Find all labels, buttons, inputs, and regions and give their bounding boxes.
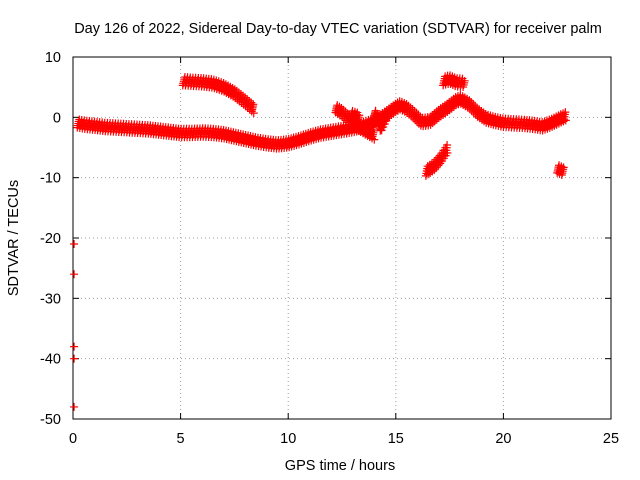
data-point [404,101,413,110]
y-tick-labels: 10 0 -10 -20 -30 -40 -50 [40,50,61,428]
y-tick-label: -40 [40,352,61,368]
x-tick-label: 5 [177,431,185,447]
series-arc-5-8 [178,73,258,118]
data-point [243,95,252,104]
x-axis-label: GPS time / hours [285,458,395,474]
data-point [471,101,480,110]
x-tick-label: 15 [388,431,404,447]
data-points [70,71,570,411]
y-tick-label: 0 [53,110,61,126]
data-point [245,96,254,105]
tick-marks [72,56,612,420]
data-point [469,100,478,109]
data-point [370,135,379,144]
data-point [247,98,256,107]
chart-title: Day 126 of 2022, Sidereal Day-to-day VTE… [74,21,602,37]
data-point [410,107,419,116]
data-point [70,402,79,411]
data-point [467,98,476,107]
x-tick-label: 20 [495,431,511,447]
data-point [341,107,350,116]
x-tick-labels: 0 5 10 15 20 25 [69,431,619,447]
data-point [355,111,364,120]
data-point [339,105,348,114]
y-axis-label: SDTVAR / TECUs [6,180,22,296]
y-tick-label: -10 [40,171,61,187]
data-point [241,93,250,102]
data-point [374,112,383,121]
x-tick-label: 10 [280,431,296,447]
series-tail-22 [553,161,568,179]
data-point [383,108,392,117]
data-point [70,240,79,249]
y-tick-label: -20 [40,231,61,247]
data-point [559,163,568,172]
x-tick-label: 25 [603,431,619,447]
series-bump-17-18 [439,71,469,92]
data-point [406,103,415,112]
data-point [249,100,258,109]
data-point [460,76,469,85]
series-branch-12-13 [346,106,364,126]
data-point [337,104,346,113]
data-point [465,96,474,105]
y-tick-label: -50 [40,412,61,428]
data-point [561,116,570,125]
series-drop-16-17 [421,141,452,180]
y-tick-label: -30 [40,291,61,307]
data-point [414,110,423,119]
series-spike-14 [370,106,392,135]
y-tick-label: 10 [45,50,61,66]
x-tick-label: 0 [69,431,77,447]
data-point [373,109,382,118]
data-point [70,354,79,363]
data-point [402,100,411,109]
data-point [249,109,258,118]
data-point [70,342,79,351]
data-point [561,108,570,117]
data-point [408,105,417,114]
series-outliers-x0 [70,240,79,411]
data-point [443,141,452,150]
data-point [70,270,79,279]
data-point [443,148,452,157]
data-point [412,108,421,117]
